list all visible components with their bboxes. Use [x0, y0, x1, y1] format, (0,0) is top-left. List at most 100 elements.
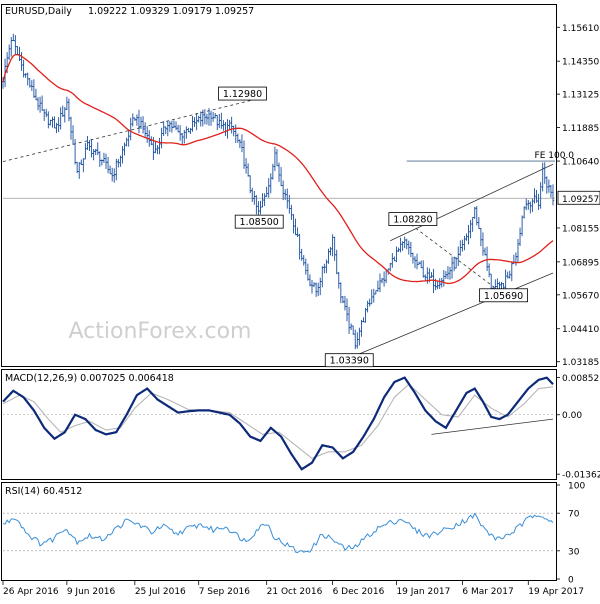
price-bar	[422, 260, 425, 278]
price-bar	[465, 233, 468, 241]
date-tick-label: 7 Sep 2016	[199, 587, 251, 597]
price-bar	[288, 194, 291, 214]
price-bar	[351, 325, 355, 335]
price-bar	[469, 220, 472, 239]
price-bar	[308, 274, 312, 287]
price-bar	[419, 260, 423, 269]
price-bar	[471, 216, 474, 232]
price-bar	[162, 121, 165, 137]
price-bar	[236, 133, 240, 143]
price-bar	[446, 266, 450, 280]
price-bar	[547, 179, 551, 193]
label-box	[234, 214, 284, 229]
price-bar	[63, 107, 66, 123]
price-bar	[409, 241, 413, 258]
price-bar	[10, 36, 13, 57]
price-annotation: 1.03390	[330, 356, 369, 367]
price-bar	[490, 273, 493, 290]
price-bar	[424, 274, 427, 281]
price-bar	[533, 188, 536, 204]
macd-tick-label: 0.008521	[562, 374, 600, 384]
price-bar	[45, 108, 48, 118]
price-bar	[154, 141, 157, 154]
price-bar	[131, 113, 134, 127]
price-bar	[360, 319, 363, 337]
price-bar	[393, 256, 396, 262]
price-bar	[325, 259, 328, 274]
price-bar	[172, 120, 176, 128]
price-bar	[347, 306, 351, 334]
price-bar	[335, 249, 338, 275]
price-bar	[290, 204, 293, 221]
price-bar	[399, 237, 402, 253]
macd-tick-label: 0.00	[562, 411, 582, 421]
price-bar	[218, 113, 221, 128]
rsi-tick-label: 30	[568, 547, 580, 557]
price-bar	[403, 236, 406, 249]
price-bar	[356, 332, 359, 349]
price-bar	[261, 193, 264, 208]
price-bar	[531, 198, 534, 212]
price-bar	[115, 158, 118, 181]
price-annotation: 1.05690	[484, 291, 523, 302]
price-bar	[541, 162, 544, 192]
price-bar	[61, 105, 64, 117]
price-bar	[259, 200, 262, 215]
price-bar	[59, 107, 62, 130]
price-bar	[459, 240, 462, 256]
price-bar	[47, 111, 50, 129]
price-bar	[98, 151, 102, 167]
price-bar	[436, 281, 439, 290]
price-bar	[113, 168, 116, 183]
date-tick-label: 26 Apr 2016	[3, 587, 59, 597]
price-bar	[69, 116, 73, 140]
price-bar	[525, 198, 528, 211]
price-bar	[306, 263, 310, 281]
price-bar	[539, 182, 542, 209]
price-bar	[166, 120, 169, 137]
macd-layer	[2, 376, 555, 471]
price-bar	[102, 152, 106, 164]
price-bar	[104, 153, 108, 169]
price-bar	[94, 148, 97, 156]
price-bar	[187, 127, 190, 133]
price-bar	[22, 59, 25, 78]
macd-panel-frame	[1, 369, 557, 480]
label-box	[218, 86, 267, 101]
price-bar	[96, 142, 99, 156]
price-bar	[397, 247, 400, 253]
price-bar	[401, 241, 404, 251]
price-bar	[508, 270, 511, 279]
price-bar	[304, 258, 308, 275]
macd-line	[2, 376, 554, 471]
price-bar	[263, 193, 266, 207]
price-bar	[242, 140, 246, 169]
price-bar	[189, 127, 192, 134]
price-bar	[43, 109, 46, 121]
price-bar	[354, 329, 357, 350]
price-bar	[417, 261, 421, 265]
date-tick-label: 21 Oct 2016	[267, 587, 323, 597]
price-bar	[20, 52, 23, 71]
price-bar	[479, 227, 483, 247]
price-bar	[211, 111, 215, 122]
price-bar	[82, 158, 85, 173]
price-bar	[275, 149, 279, 167]
price-bar	[319, 277, 322, 296]
price-bar	[141, 116, 145, 134]
price-bar	[84, 143, 87, 160]
price-bar	[170, 120, 174, 133]
price-bar	[108, 165, 112, 175]
price-bar	[199, 111, 202, 127]
price-bar	[269, 173, 272, 194]
dashed-retrace-line	[410, 224, 504, 295]
price-bar	[222, 120, 225, 131]
date-tick-label: 9 Jun 2016	[67, 587, 116, 597]
price-bar	[504, 269, 507, 290]
price-bar	[240, 134, 244, 153]
price-annotation: 1.08280	[393, 215, 432, 226]
price-bar	[310, 279, 314, 294]
price-bar	[80, 159, 83, 165]
price-bar	[213, 113, 217, 119]
price-bar	[333, 236, 336, 261]
